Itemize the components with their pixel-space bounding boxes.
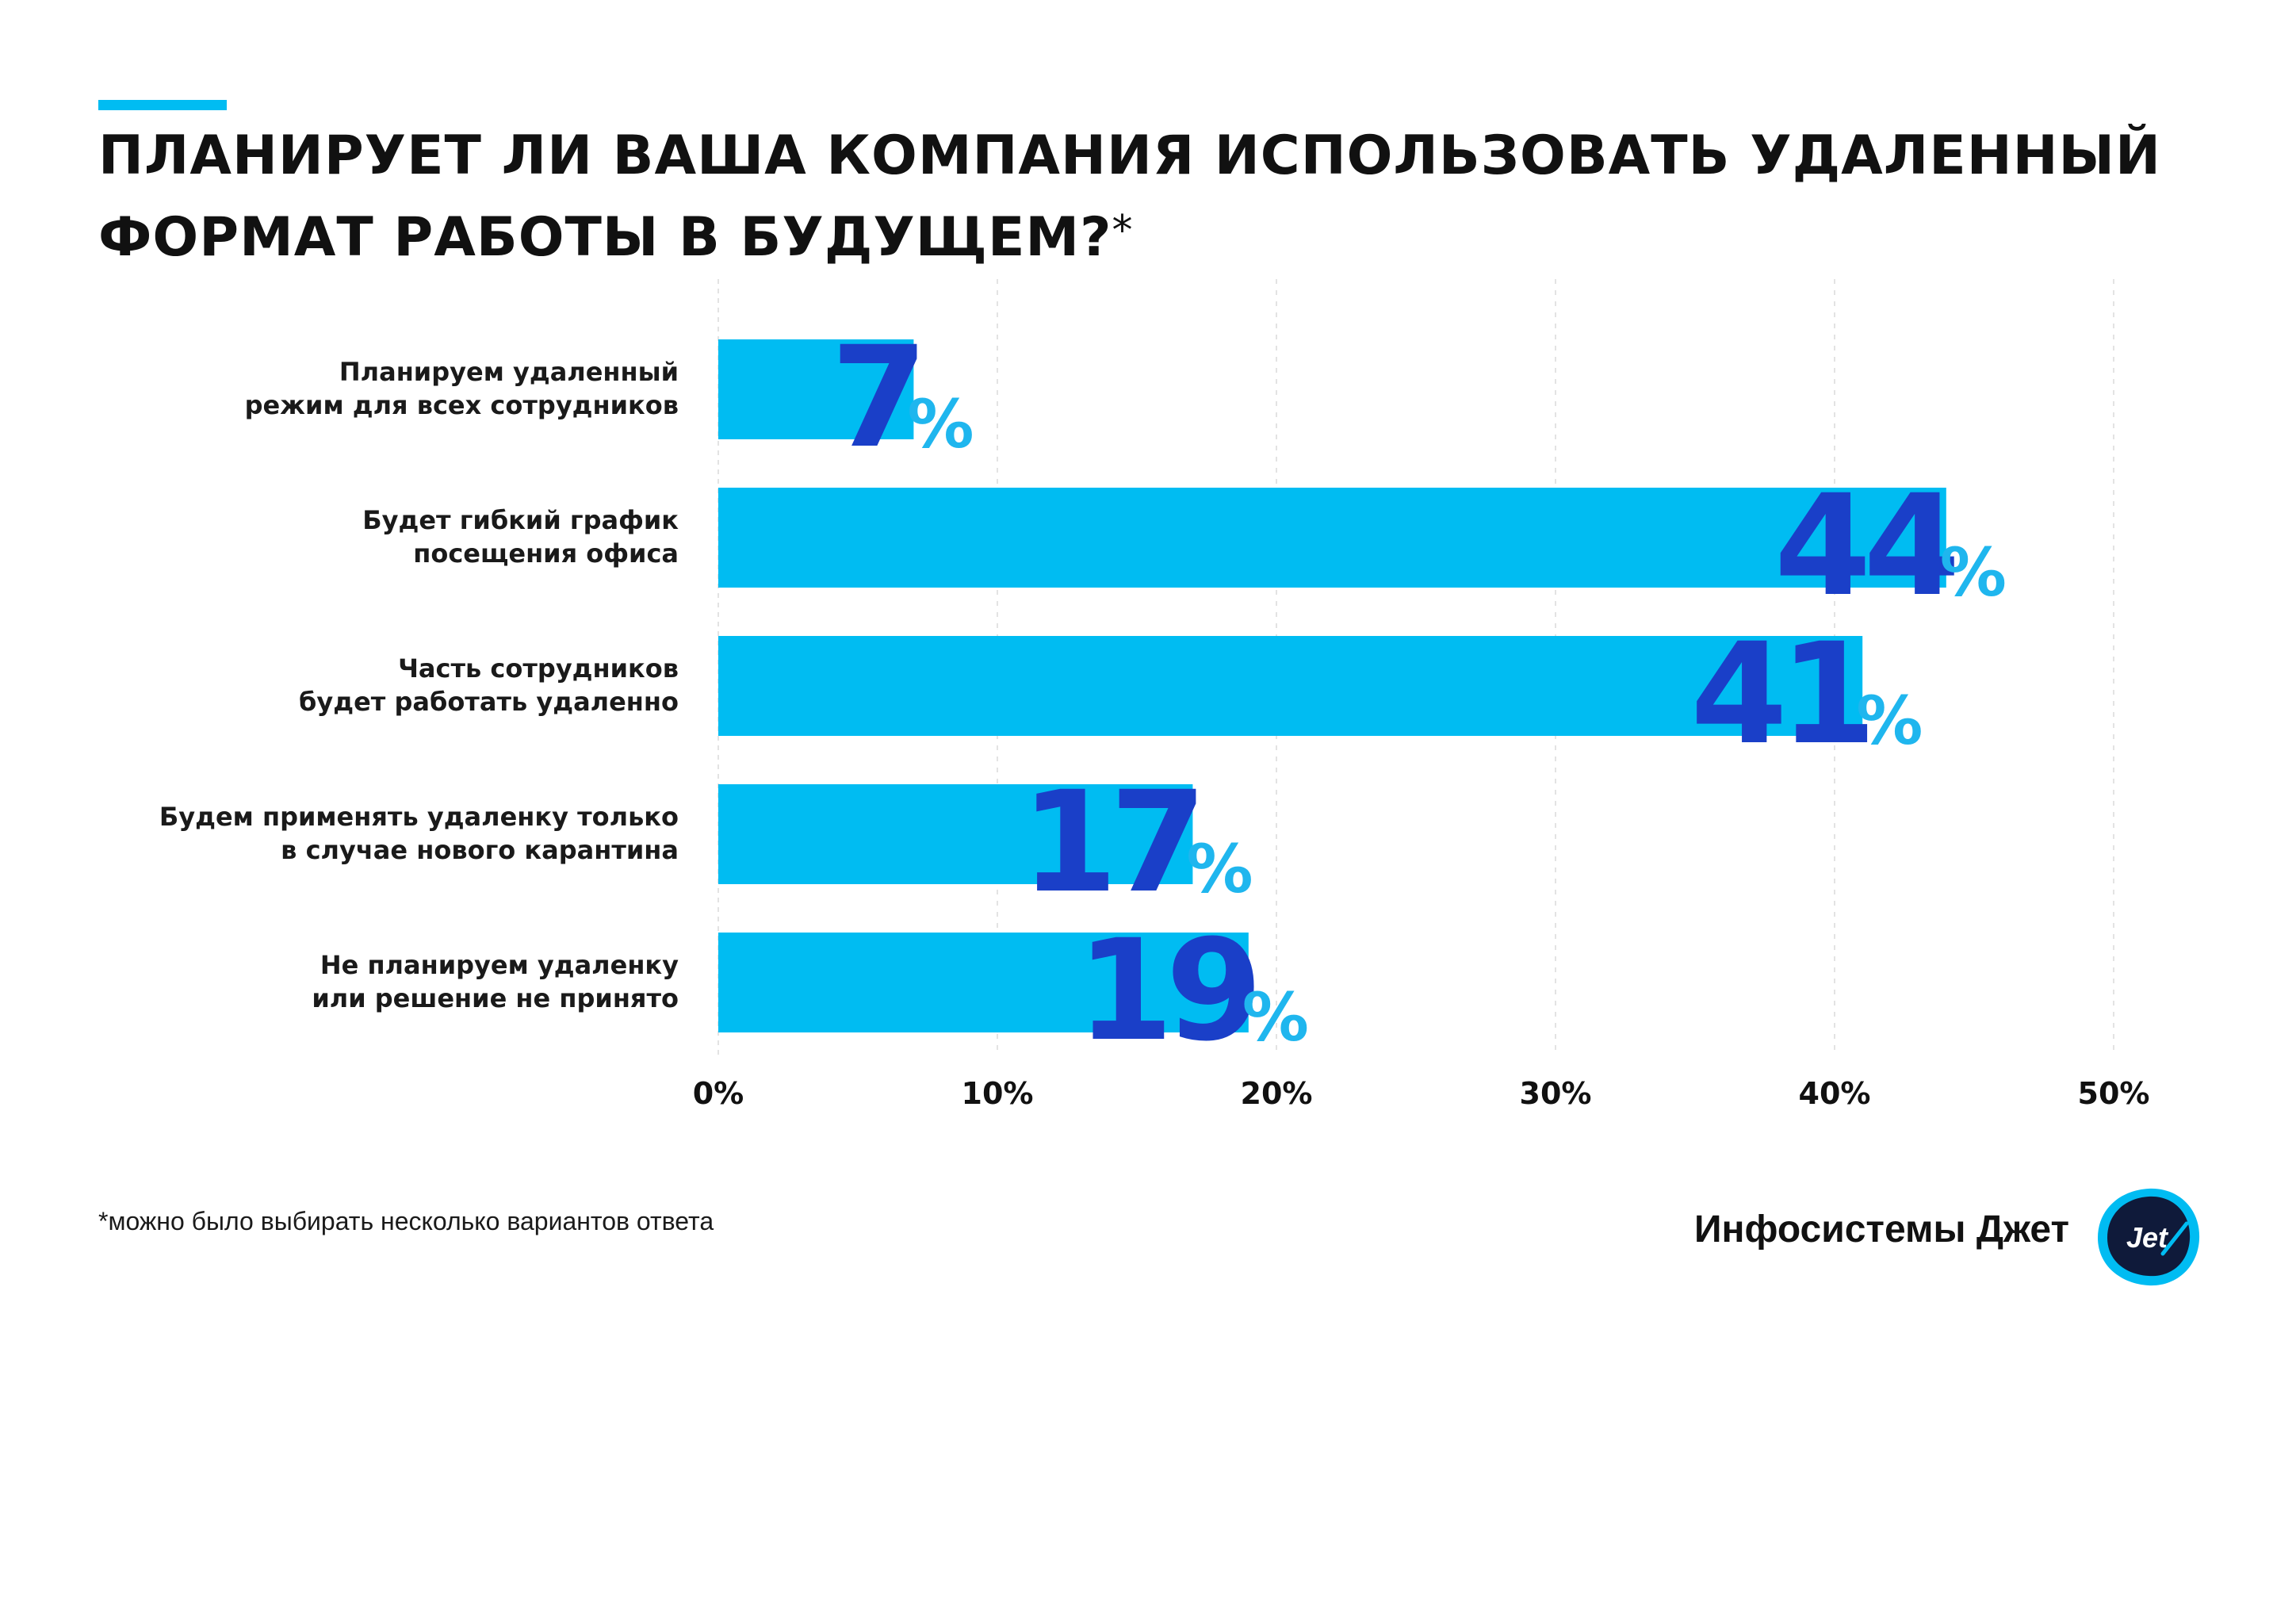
x-tick-label: 20%: [1241, 1076, 1313, 1111]
brand-name: Инфосистемы Джет: [1693, 1208, 2069, 1251]
bar: [718, 339, 914, 439]
chart-title: ПЛАНИРУЕТ ЛИ ВАША КОМПАНИЯ ИСПОЛЬЗОВАТЬ …: [98, 119, 2239, 275]
bar: [718, 488, 1946, 588]
value-percent-sign: %: [1940, 534, 2007, 611]
value-percent-sign: %: [1856, 682, 1923, 760]
brand-block: Инфосистемы Джет Jet: [1601, 1185, 2204, 1289]
category-label: Планируем удаленный режим для всех сотруд…: [245, 357, 679, 420]
value-label: 19: [1077, 910, 1255, 1072]
value-percent-sign: %: [1186, 830, 1253, 908]
footnote: *можно было выбирать несколько вариантов…: [98, 1207, 714, 1235]
title-accent-line: [98, 100, 227, 110]
category-label: Часть сотрудников будет работать удаленно: [299, 653, 679, 717]
x-tick-label: 30%: [1520, 1076, 1592, 1111]
chart-title-text: ПЛАНИРУЕТ ЛИ ВАША КОМПАНИЯ ИСПОЛЬЗОВАТЬ …: [98, 124, 2161, 269]
bar-chart: 0% 10% 20% 30% 40% 50% Планируем удаленный режи…: [159, 279, 2150, 1111]
bar: [718, 933, 1249, 1032]
bar: [718, 784, 1193, 884]
x-tick-label: 10%: [962, 1076, 1034, 1111]
logo-text: Jet: [2126, 1221, 2169, 1254]
value-percent-sign: %: [1242, 979, 1309, 1056]
x-tick-label: 50%: [2078, 1076, 2150, 1111]
value-label: 41: [1690, 613, 1869, 776]
value-label: 17: [1020, 761, 1199, 924]
x-tick-label: 0%: [693, 1076, 744, 1111]
value-label: 7: [831, 316, 920, 479]
category-label: Будем применять удаленку только в случае …: [159, 802, 679, 865]
category-label: Не планируем удаленку или решение не прин…: [312, 950, 679, 1013]
bar: [718, 636, 1863, 736]
jet-logo-icon: Jet: [2098, 1188, 2200, 1286]
title-footnote-mark: *: [1112, 207, 1134, 255]
value-label: 44: [1774, 465, 1954, 627]
x-tick-label: 40%: [1799, 1076, 1871, 1111]
value-percent-sign: %: [907, 385, 974, 463]
category-label: Будет гибкий график посещения офиса: [362, 505, 679, 569]
